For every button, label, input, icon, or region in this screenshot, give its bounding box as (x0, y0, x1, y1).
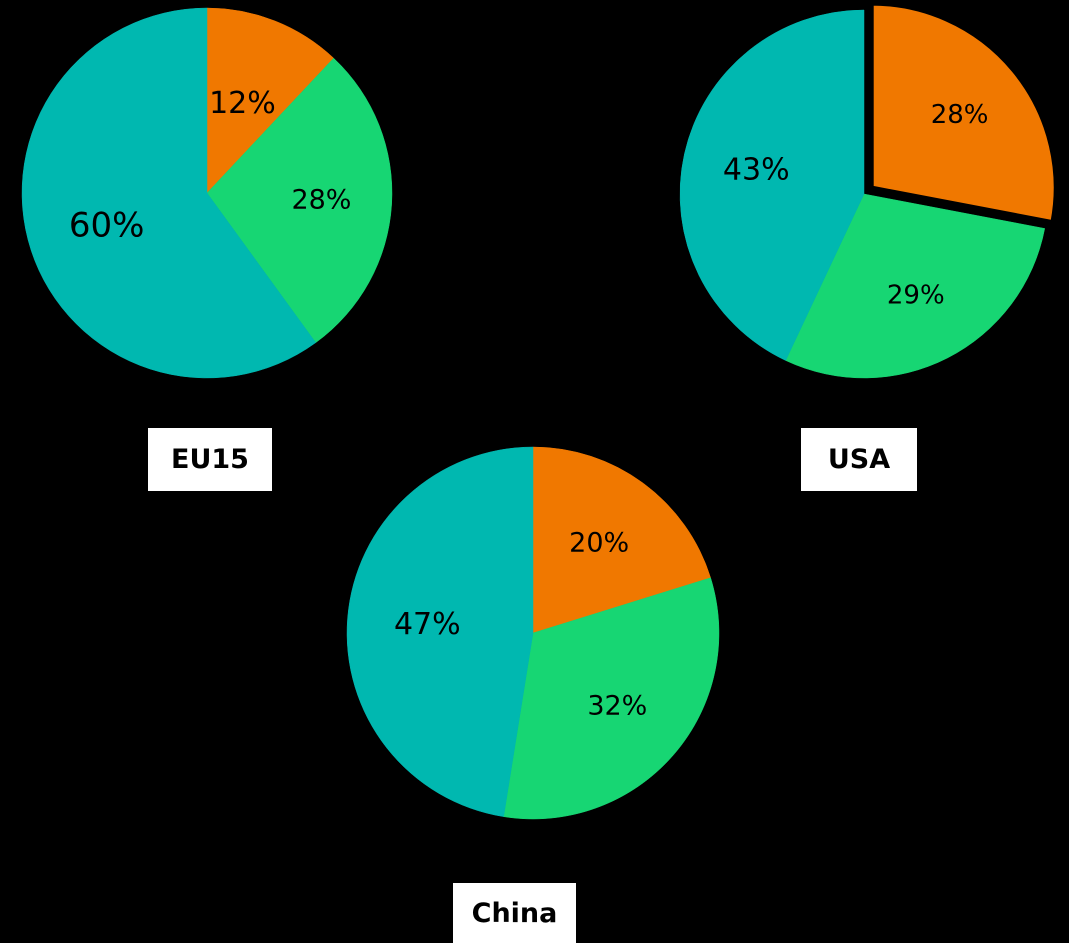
pie-china: 20% 32% 47% (346, 446, 720, 820)
pie-china-label-2: 47% (394, 607, 461, 642)
pie-china-slice-1 (503, 577, 720, 820)
pie-eu15-label-0: 12% (209, 86, 276, 121)
pie-title-china: China (453, 883, 576, 943)
pie-usa-label-0: 28% (931, 100, 989, 130)
pie-china-slice-0 (532, 446, 711, 634)
pie-title-eu15: EU15 (148, 428, 272, 491)
pie-eu15-slice-0 (206, 7, 334, 194)
pie-usa-slice-1 (785, 193, 1046, 379)
pie-usa-label-1: 29% (887, 281, 945, 311)
pie-usa-slice-0 (869, 1, 1058, 225)
pie-china-label-0: 20% (569, 528, 629, 559)
pie-eu15: 12% 28% 60% (21, 7, 393, 379)
pie-eu15-slice-2 (21, 7, 317, 379)
pie-usa: 28% 29% 43% (679, 1, 1058, 379)
pie-usa-label-2: 43% (723, 152, 790, 187)
pie-eu15-label-1: 28% (291, 185, 351, 216)
pie-china-label-1: 32% (587, 691, 647, 722)
pie-eu15-slice-1 (206, 57, 393, 344)
pie-title-usa: USA (801, 428, 917, 491)
pie-usa-slice-2 (679, 9, 865, 361)
pie-eu15-label-2: 60% (69, 206, 145, 246)
pie-china-slice-2 (346, 446, 534, 817)
